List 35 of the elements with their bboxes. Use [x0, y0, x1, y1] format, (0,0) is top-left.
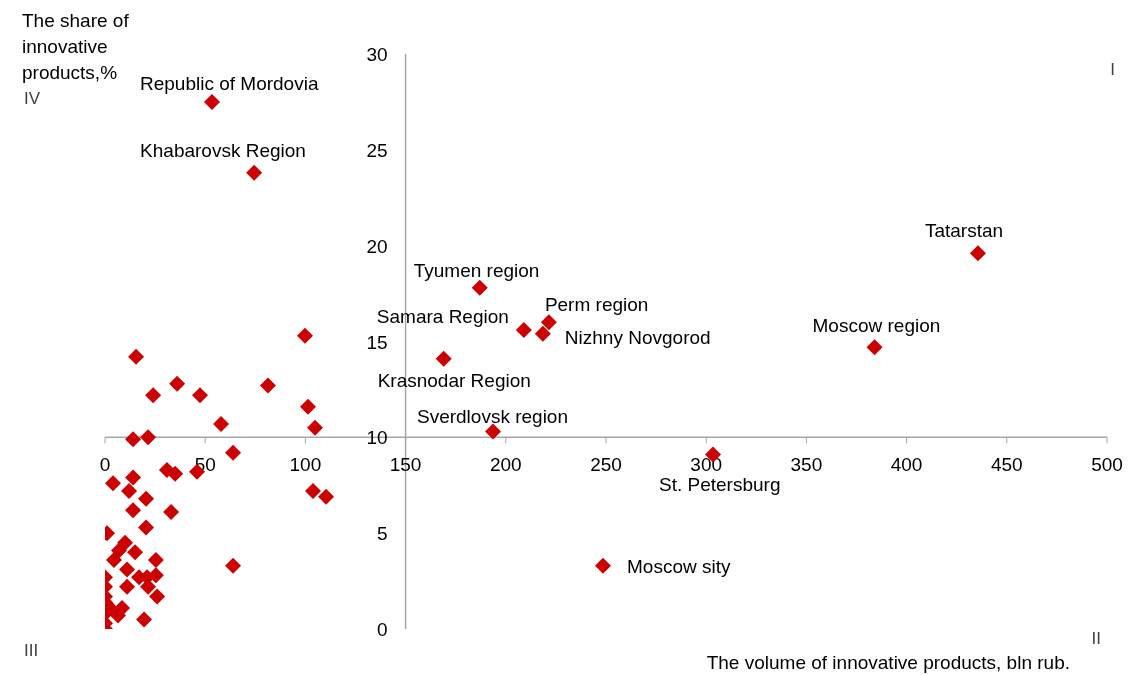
x-tick-label: 350: [790, 454, 823, 476]
x-tick-label: 400: [890, 454, 923, 476]
annotation: II: [1091, 629, 1101, 648]
annotation: Moscow sity: [626, 555, 731, 577]
annotation: Sverdlovsk region: [416, 405, 569, 427]
y-tick-label: 0: [377, 619, 388, 640]
annotation: Krasnodar Region: [377, 369, 531, 391]
y-tick-label: 5: [377, 523, 388, 545]
x-axis-title: The volume of innovative products, bln rub.: [706, 652, 1070, 673]
annotation: St. Petersburg: [659, 473, 781, 495]
x-tick-label: 250: [590, 454, 622, 476]
text: III: [24, 641, 39, 660]
annotation: Khabarovsk Region: [140, 139, 306, 161]
y-axis-title: The share of innovative products,%: [22, 10, 130, 83]
annotation: Moscow region: [812, 315, 941, 337]
x-tick-label: 450: [990, 454, 1023, 476]
x-tick-label: 150: [389, 454, 422, 476]
annotation: Perm region: [544, 294, 649, 316]
text: IV: [24, 89, 41, 108]
y-tick-label: 10: [366, 427, 388, 449]
annotation: Samara Region: [376, 306, 509, 327]
x-tick-label: 100: [289, 454, 322, 476]
y-tick-label: 20: [366, 235, 388, 257]
annotation: Nizhny Novgorod: [564, 326, 711, 348]
x-tick-label: 200: [489, 454, 522, 476]
annotation: Republic of Mordovia: [140, 72, 319, 94]
text: I: [1110, 60, 1115, 79]
x-tick-label: 0: [99, 454, 111, 476]
y-tick-label: 15: [366, 331, 388, 353]
y-tick-label: 30: [366, 44, 388, 65]
x-tick-label: 300: [690, 454, 723, 476]
annotation: Tyumen region: [413, 259, 540, 281]
x-tick-label: 500: [1091, 454, 1123, 476]
annotation: Tatarstan: [924, 220, 1004, 242]
y-tick-label: 25: [366, 139, 388, 161]
